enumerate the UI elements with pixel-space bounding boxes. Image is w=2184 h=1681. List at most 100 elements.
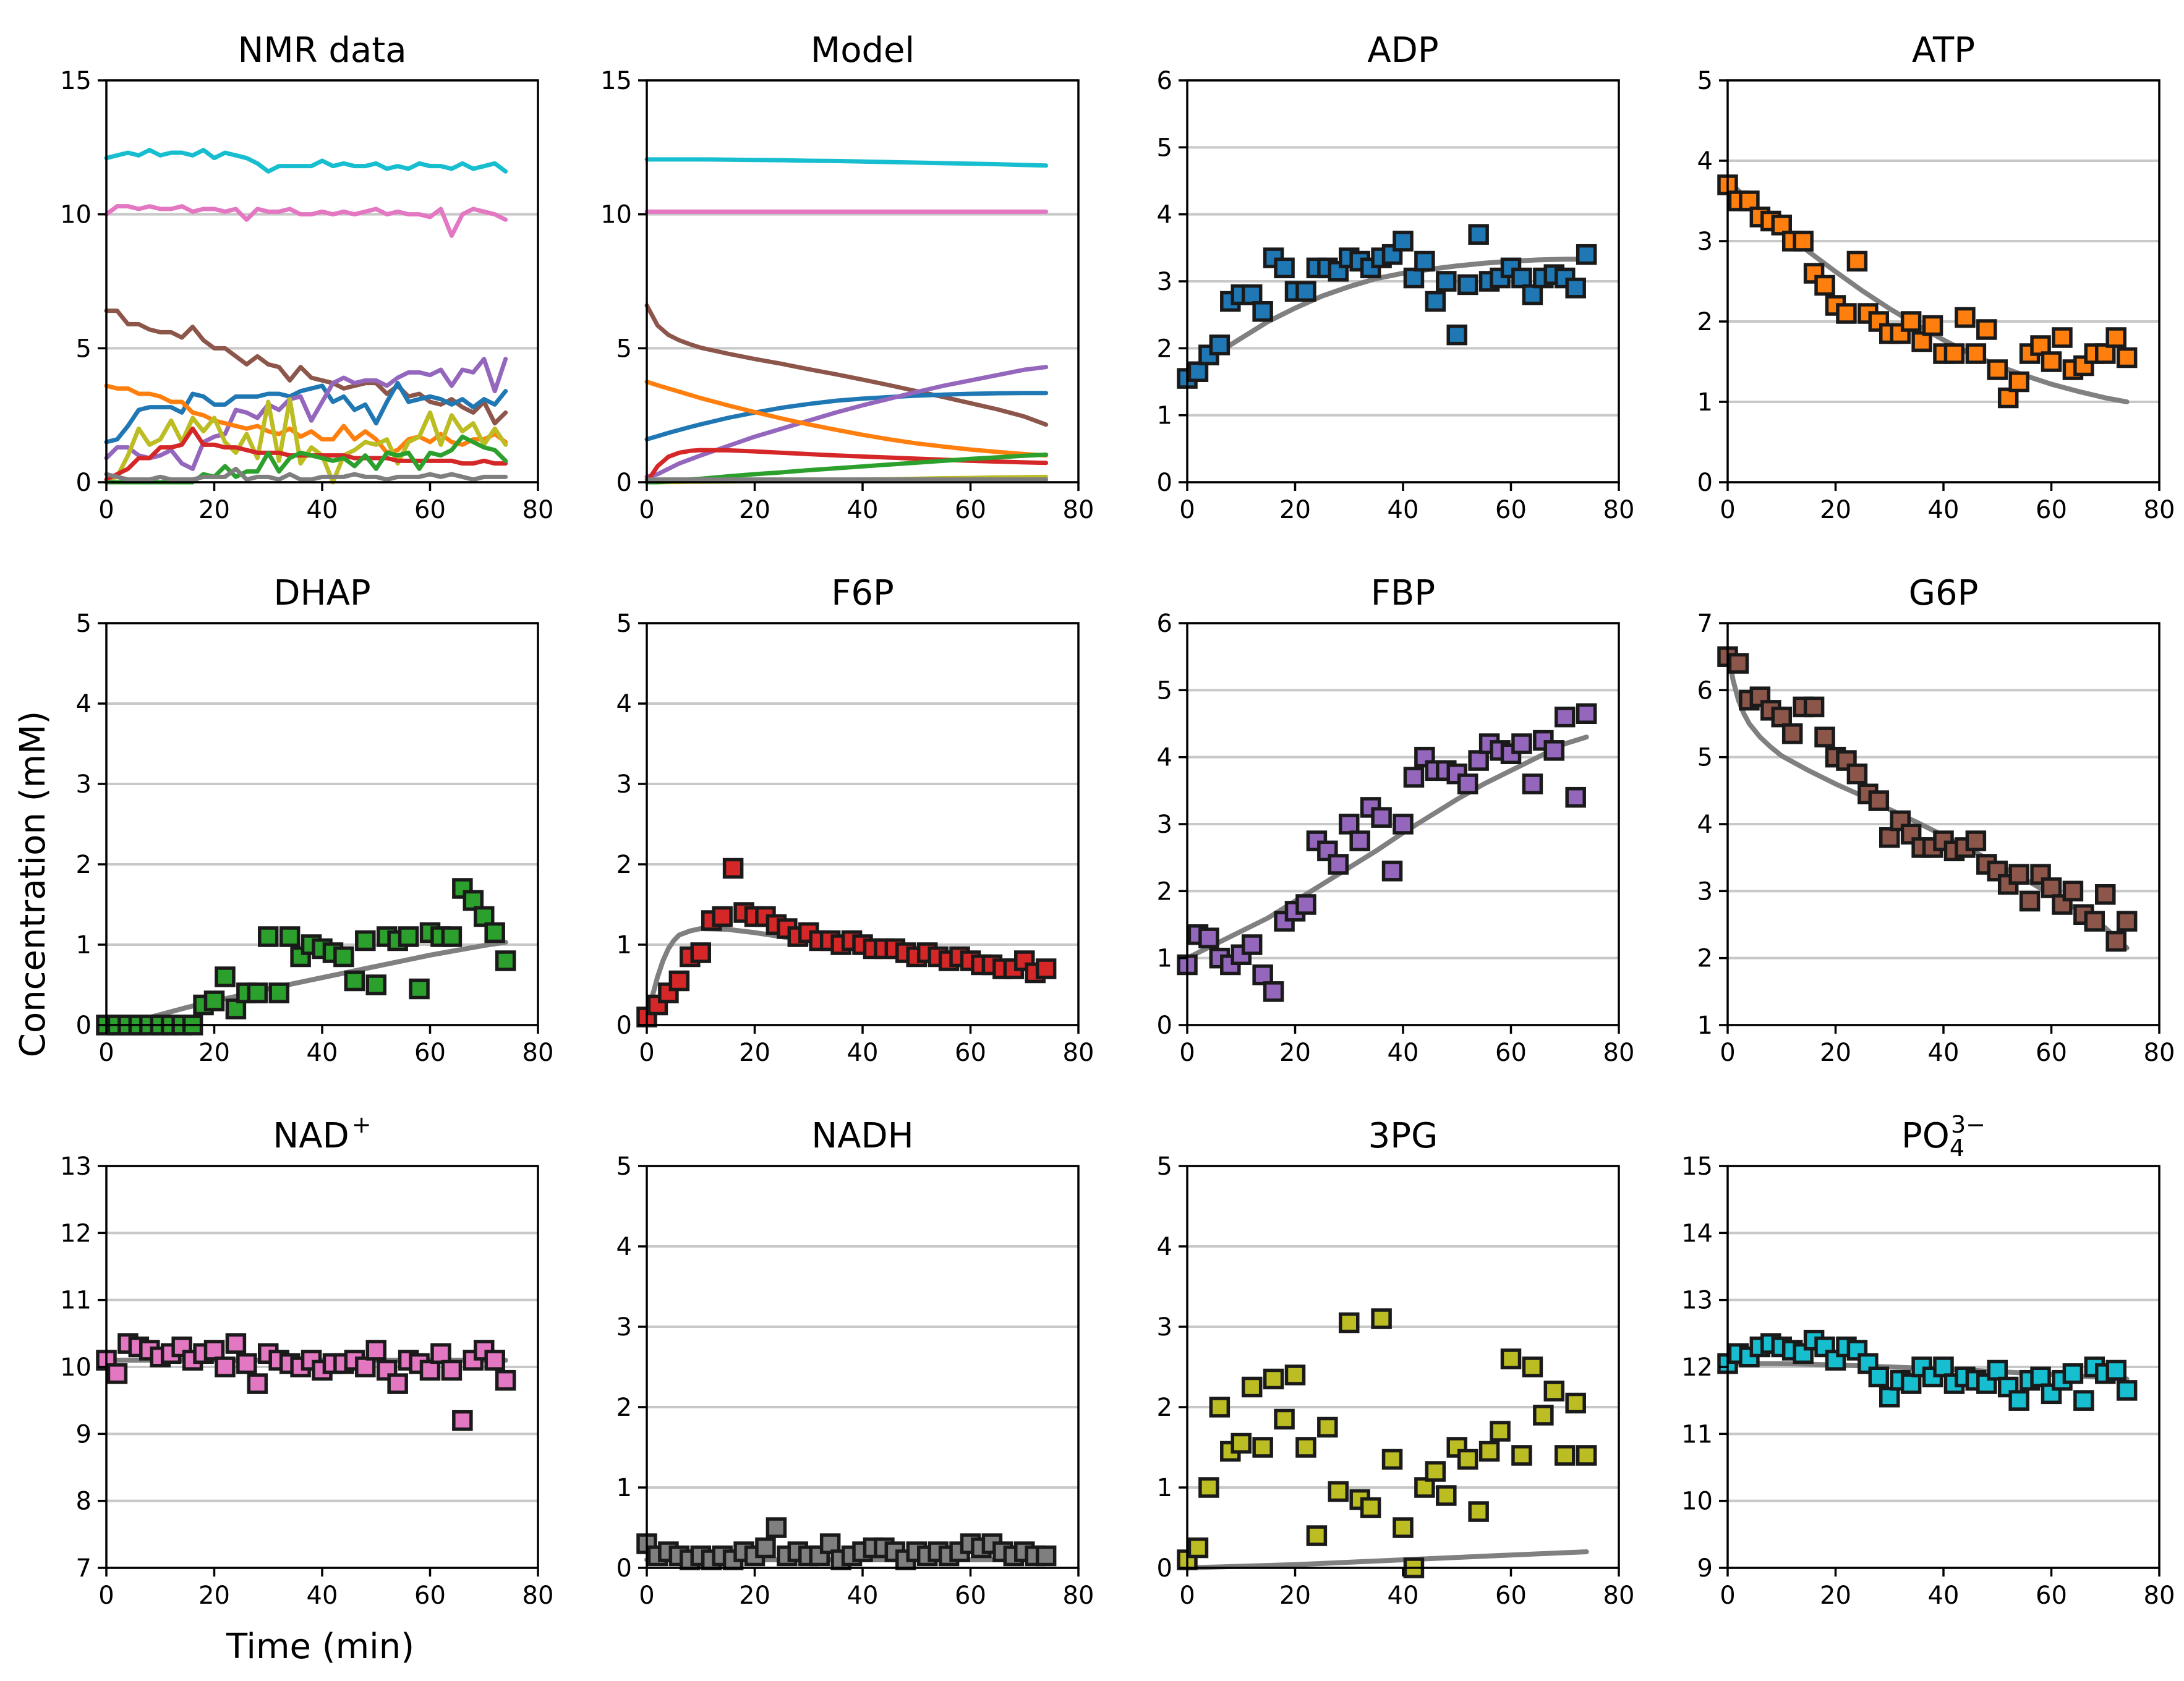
data-point bbox=[1879, 1387, 1900, 1408]
y-tick-label: 4 bbox=[1697, 147, 1713, 176]
y-tick-label: 13 bbox=[60, 1152, 92, 1181]
y-tick-label: 4 bbox=[1157, 744, 1172, 772]
x-tick-label: 60 bbox=[414, 496, 446, 524]
data-point bbox=[1035, 1545, 1057, 1567]
data-point bbox=[2019, 890, 2041, 912]
data-point bbox=[2062, 1363, 2084, 1384]
data-point bbox=[1555, 706, 1576, 728]
data-point bbox=[1284, 1364, 1306, 1385]
panel-dhap: 0 20 40 60 80 0 1 2 3 4 5 DHAP bbox=[76, 573, 554, 1067]
panel-title-text: NMR data bbox=[237, 30, 406, 70]
data-point bbox=[668, 970, 690, 992]
panel-title: F6P bbox=[831, 573, 894, 613]
data-point bbox=[203, 990, 225, 1011]
panel-nadh: 0 20 40 60 80 0 1 2 3 4 5 NADH bbox=[616, 1116, 1094, 1610]
y-tick-label: 3 bbox=[1697, 877, 1713, 906]
data-point bbox=[2095, 884, 2116, 905]
data-point bbox=[2116, 911, 2138, 932]
y-tick-label: 11 bbox=[1681, 1420, 1713, 1449]
data-point bbox=[1035, 958, 1057, 979]
y-tick-label: 2 bbox=[1697, 308, 1713, 336]
data-point bbox=[1533, 1405, 1554, 1426]
data-point bbox=[1328, 854, 1349, 875]
x-tick-label: 40 bbox=[847, 496, 879, 524]
data-point bbox=[236, 1353, 257, 1374]
x-tick-label: 60 bbox=[1495, 496, 1527, 524]
title-superscript: 3− bbox=[1951, 1111, 1986, 1138]
data-point bbox=[1987, 1360, 2008, 1381]
data-point bbox=[2073, 1390, 2094, 1411]
data-point bbox=[1576, 1445, 1597, 1466]
y-tick-label: 8 bbox=[76, 1487, 92, 1516]
panel-po4: 0 20 40 60 80 9 10 11 12 13 14 15 PO43− bbox=[1681, 1111, 2175, 1610]
panel-title: NMR data bbox=[237, 30, 406, 70]
data-point bbox=[1803, 696, 1825, 718]
data-point bbox=[1457, 274, 1478, 296]
data-point bbox=[1252, 964, 1273, 985]
data-point bbox=[1522, 773, 1543, 794]
x-tick-label: 40 bbox=[1928, 496, 1960, 524]
panel-title-text: NADH bbox=[811, 1116, 913, 1156]
series-line-ATP bbox=[104, 383, 508, 455]
data-point bbox=[1814, 274, 1835, 296]
series-line-ADP bbox=[104, 381, 508, 445]
y-tick-label: 4 bbox=[1157, 201, 1172, 229]
y-tick-label: 4 bbox=[616, 690, 632, 718]
y-tick-label: 12 bbox=[60, 1219, 92, 1248]
data-point bbox=[1565, 278, 1586, 299]
data-point bbox=[1371, 1308, 1392, 1329]
panel-g6p: 0 20 40 60 80 1 2 3 4 5 6 7 G6P bbox=[1697, 573, 2175, 1067]
data-point bbox=[1846, 250, 1868, 272]
x-tick-label: 0 bbox=[639, 1039, 654, 1067]
data-point bbox=[1241, 934, 1263, 955]
data-point bbox=[355, 930, 376, 951]
panel-title-text: ADP bbox=[1367, 30, 1438, 70]
data-point bbox=[2062, 880, 2084, 902]
model-fit-line bbox=[1185, 734, 1589, 961]
panel-title-text: G6P bbox=[1909, 573, 1979, 613]
x-tick-label: 80 bbox=[1063, 1039, 1094, 1067]
data-point bbox=[1198, 927, 1219, 948]
y-tick-label: 0 bbox=[616, 1011, 632, 1040]
y-tick-label: 4 bbox=[76, 690, 92, 718]
data-point bbox=[1414, 250, 1435, 272]
model-fit-line bbox=[1185, 257, 1589, 378]
title-subscript: 4 bbox=[1950, 1134, 1964, 1162]
x-tick-label: 60 bbox=[955, 496, 986, 524]
x-tick-label: 0 bbox=[1720, 1039, 1735, 1067]
x-tick-label: 20 bbox=[1279, 1039, 1311, 1067]
data-point bbox=[1231, 1432, 1252, 1454]
y-tick-label: 15 bbox=[1681, 1152, 1713, 1181]
x-tick-label: 20 bbox=[1279, 496, 1311, 524]
panel-title: ATP bbox=[1912, 30, 1975, 70]
y-tick-label: 4 bbox=[1157, 1233, 1172, 1261]
y-tick-label: 2 bbox=[1157, 1394, 1172, 1422]
panel-atp: 0 20 40 60 80 0 1 2 3 4 5 ATP bbox=[1697, 30, 2175, 524]
data-point bbox=[1381, 1449, 1403, 1470]
data-point bbox=[441, 926, 463, 947]
x-tick-label: 60 bbox=[2036, 1581, 2067, 1610]
data-point bbox=[1295, 894, 1316, 915]
y-tick-label: 10 bbox=[600, 201, 632, 229]
y-tick-label: 0 bbox=[616, 1554, 632, 1583]
y-tick-label: 2 bbox=[616, 1394, 632, 1422]
data-point bbox=[258, 926, 279, 947]
series-line-G6P bbox=[644, 303, 1049, 427]
data-point bbox=[279, 926, 301, 947]
data-point bbox=[1955, 307, 1976, 328]
y-tick-label: 6 bbox=[1157, 610, 1172, 638]
x-tick-label: 40 bbox=[307, 1039, 338, 1067]
x-tick-label: 80 bbox=[2144, 1581, 2175, 1610]
data-point bbox=[690, 942, 711, 963]
y-tick-label: 1 bbox=[616, 931, 632, 960]
y-tick-label: 2 bbox=[616, 851, 632, 879]
data-point bbox=[365, 974, 386, 995]
y-tick-label: 5 bbox=[76, 334, 92, 363]
y-tick-label: 15 bbox=[60, 67, 92, 95]
data-point bbox=[1274, 257, 1295, 279]
data-point bbox=[1381, 861, 1403, 882]
data-point bbox=[441, 1360, 463, 1381]
x-tick-label: 80 bbox=[1063, 496, 1094, 524]
data-point bbox=[203, 1340, 225, 1361]
data-point bbox=[2105, 930, 2126, 952]
